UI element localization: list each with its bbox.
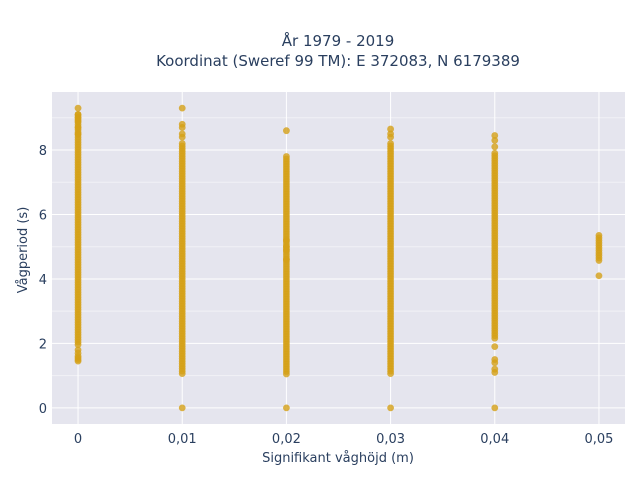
data-point [387,133,394,141]
data-point [491,334,499,342]
data-point [387,125,394,133]
x-tick-label: 0 [74,432,82,447]
y-tick-label: 6 [39,208,47,223]
y-tick-label: 4 [39,273,47,288]
y-tick-label: 2 [39,337,47,352]
data-point [387,404,394,412]
data-point [178,133,186,141]
data-point [283,370,290,378]
x-tick-label: 0,01 [168,432,197,447]
data-point [74,117,82,125]
data-point [491,143,499,151]
data-point [283,256,290,264]
y-axis-label: Vågperiod (s) [16,207,31,294]
x-axis-label: Signifikant våghöjd (m) [262,451,414,466]
data-point [74,341,82,348]
data-point [178,370,186,377]
data-point [74,357,82,365]
data-point [387,370,394,377]
data-point [595,272,603,280]
data-point [283,246,290,254]
data-point [74,124,82,131]
chart-title-line-1: År 1979 - 2019 [282,31,395,50]
x-tick-label: 0,05 [584,432,613,447]
data-point [491,404,499,412]
chart-title-line-2: Koordinat (Sweref 99 TM): E 372083, N 61… [156,52,520,70]
data-point [491,359,499,367]
data-point [74,104,82,112]
data-point [595,257,603,264]
plot-area [52,92,625,424]
data-point [491,369,499,376]
x-tick-label: 0,04 [480,432,509,447]
data-point [74,130,82,138]
x-tick-label: 0,03 [376,432,405,447]
y-tick-label: 8 [39,144,47,159]
data-point [283,236,290,244]
x-tick-labels: 0 0,01 0,02 0,03 0,04 0,05 [74,432,614,447]
data-point [283,404,290,412]
data-points [74,104,603,412]
y-tick-label: 0 [39,402,47,417]
data-point [178,404,186,412]
x-tick-label: 0,02 [272,432,301,447]
data-point [178,104,186,112]
data-point [283,127,290,135]
y-tick-labels: 0 2 4 6 8 [39,144,47,417]
data-point [178,124,186,131]
data-point [491,132,499,139]
data-point [491,136,499,144]
data-point [491,343,499,351]
